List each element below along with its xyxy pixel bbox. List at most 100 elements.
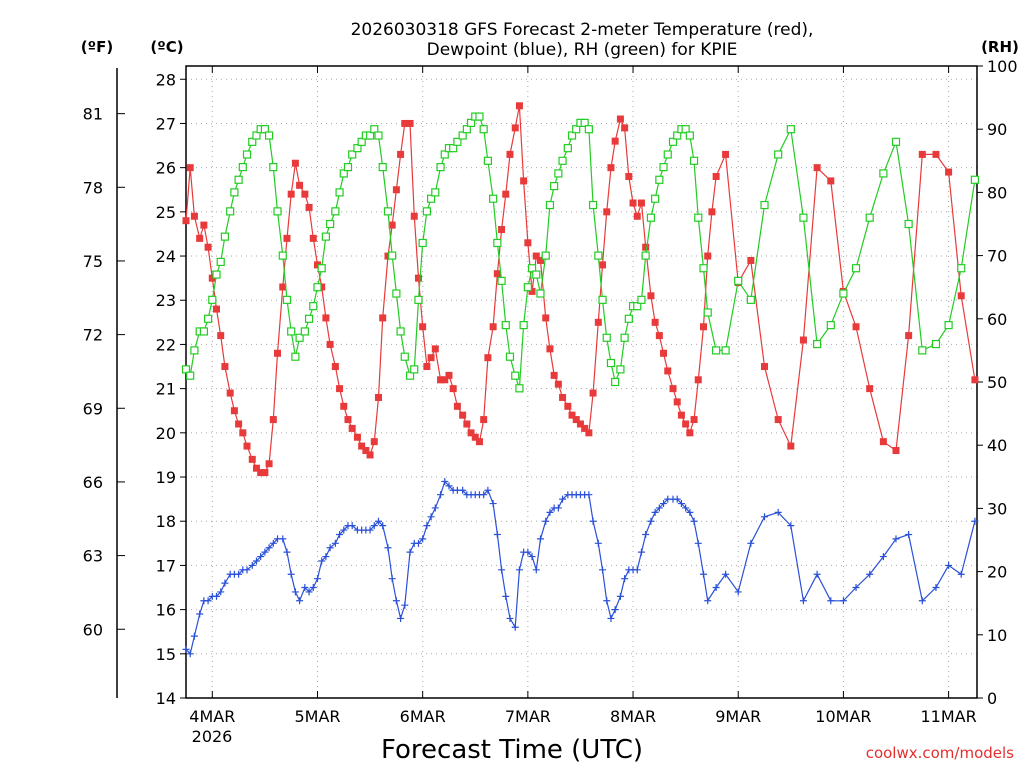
- rh-tick-label-90: 90: [987, 120, 1007, 139]
- temperature-point-111: [669, 385, 677, 393]
- dewpoint-point-25: [291, 588, 299, 596]
- rh-point-99: [616, 365, 625, 374]
- rh-point-136: [918, 346, 927, 355]
- temperature-point-56: [427, 354, 435, 362]
- rh-point-123: [746, 295, 755, 304]
- dewpoint-point-33: [326, 544, 334, 552]
- dewpoint-point-92: [585, 491, 593, 499]
- rh-point-119: [703, 308, 712, 317]
- temperature-point-89: [572, 416, 580, 424]
- temperature-point-141: [971, 376, 979, 384]
- rh-point-84: [550, 181, 559, 191]
- temperature-point-134: [879, 438, 887, 446]
- rh-tick-label-80: 80: [987, 183, 1007, 202]
- temperature-point-53: [414, 274, 422, 282]
- rh-point-98: [611, 377, 620, 387]
- rh-point-55: [422, 207, 431, 216]
- dewpoint-point-57: [431, 504, 439, 512]
- rh-point-39: [353, 144, 362, 153]
- temperature-point-125: [761, 363, 769, 371]
- rh-point-82: [541, 251, 550, 260]
- rh-point-33: [326, 219, 335, 229]
- fahrenheit-tick-label-78: 78: [83, 178, 103, 197]
- temperature-point-59: [441, 376, 449, 384]
- rh-point-109: [659, 163, 668, 172]
- rh-point-27: [300, 327, 309, 336]
- time-tick-label-6MAR: 6MAR: [400, 707, 446, 726]
- dewpoint-point-51: [406, 548, 414, 556]
- temperature-point-138: [932, 150, 940, 158]
- temperature-point-25: [291, 159, 299, 167]
- dewpoint-point-125: [774, 508, 782, 516]
- x-year-label: 2026: [192, 727, 233, 746]
- temperature-point-7: [213, 305, 221, 313]
- temperature-point-50: [401, 119, 409, 127]
- rh-point-126: [786, 125, 795, 134]
- dewpoint-point-108: [655, 504, 663, 512]
- rh-point-1: [186, 371, 195, 380]
- dewpoint-point-128: [813, 570, 821, 578]
- temperature-point-85: [554, 380, 562, 388]
- dewpoint-point-54: [419, 535, 427, 543]
- dewpoint-point-30: [313, 575, 321, 583]
- dewpoint-point-34: [331, 539, 339, 547]
- rh-point-11: [230, 188, 239, 197]
- rh-point-129: [826, 321, 835, 330]
- rh-point-46: [383, 207, 393, 216]
- rh-tick-label-70: 70: [987, 247, 1007, 266]
- temperature-point-51: [406, 119, 414, 127]
- dewpoint-point-17: [257, 553, 265, 561]
- fahrenheit-tick-label-69: 69: [83, 399, 103, 418]
- temperature-point-21: [274, 349, 282, 357]
- dewpoint-point-118: [700, 570, 708, 578]
- temperature-point-77: [520, 177, 528, 185]
- rh-point-47: [388, 251, 397, 260]
- temperature-point-66: [471, 433, 479, 441]
- dewpoint-point-80: [532, 566, 540, 574]
- temperature-point-18: [261, 469, 269, 477]
- rh-point-45: [378, 163, 387, 172]
- rh-point-91: [580, 118, 589, 127]
- dewpoint-point-107: [651, 508, 659, 516]
- rh-point-117: [694, 213, 703, 222]
- dewpoint-point-70: [489, 500, 497, 508]
- dewpoint-point-129: [827, 597, 835, 605]
- temperature-point-19: [265, 460, 273, 468]
- rh-point-110: [663, 150, 672, 159]
- rh-point-106: [646, 213, 656, 222]
- dewpoint-point-74: [506, 614, 514, 622]
- dewpoint-point-5: [204, 597, 212, 605]
- dewpoint-point-137: [932, 584, 940, 592]
- temperature-point-47: [388, 221, 396, 229]
- dewpoint-point-136: [918, 597, 926, 605]
- temperature-point-41: [362, 447, 370, 455]
- data-series: [181, 102, 979, 658]
- temperature-point-15: [248, 455, 256, 463]
- celsius-tick-label-18: 18: [156, 512, 176, 531]
- dewpoint-point-49: [397, 614, 405, 622]
- temperature-point-52: [410, 212, 418, 220]
- rh-point-16: [252, 131, 261, 140]
- rh-point-20: [269, 163, 278, 172]
- dewpoint-point-26: [296, 597, 304, 605]
- rh-point-5: [203, 314, 213, 323]
- dewpoint-point-59: [441, 477, 449, 485]
- dewpoint-point-72: [498, 566, 506, 574]
- temperature-point-99: [616, 115, 624, 123]
- temperature-point-109: [660, 349, 668, 357]
- temperature-point-94: [594, 318, 602, 326]
- temperature-point-84: [550, 371, 558, 379]
- dewpoint-point-73: [502, 592, 510, 600]
- temperature-point-20: [269, 416, 277, 424]
- rh-point-70: [489, 194, 498, 203]
- dewpoint-point-56: [427, 513, 435, 521]
- rh-point-134: [891, 137, 901, 146]
- temperature-point-27: [301, 190, 309, 198]
- dewpoint-point-75: [511, 623, 519, 631]
- temperature-point-49: [397, 150, 405, 158]
- celsius-tick-label-16: 16: [156, 601, 176, 620]
- dewpoint-point-130: [839, 597, 847, 605]
- rh-tick-label-20: 20: [987, 563, 1007, 582]
- temperature-point-60: [445, 371, 453, 379]
- rh-point-51: [405, 371, 415, 380]
